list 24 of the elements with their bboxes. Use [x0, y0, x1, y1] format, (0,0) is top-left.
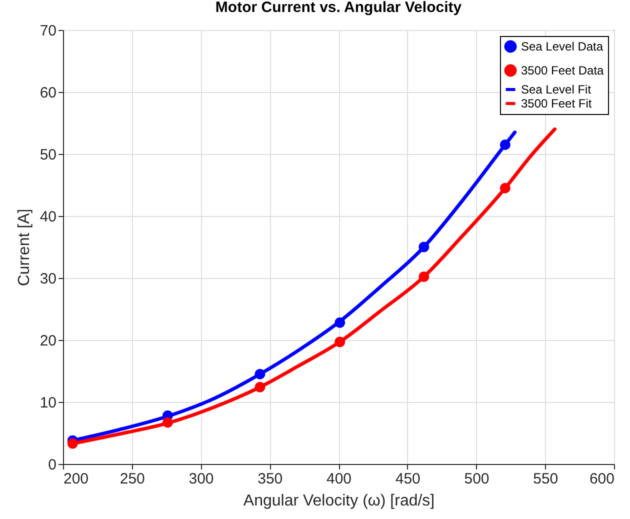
x-tick-label: 250	[120, 470, 145, 488]
x-tick-label: 350	[258, 470, 283, 488]
x-tick-label: 500	[464, 470, 490, 488]
x-tick-label: 300	[188, 470, 214, 488]
legend-label: Sea Level Data	[521, 40, 604, 54]
x-tick-label: 200	[64, 470, 89, 488]
x-axis-title: Angular Velocity (ω) [rad/s]	[243, 492, 435, 510]
y-tick-label: 20	[40, 332, 56, 350]
y-tick-label: 50	[40, 146, 56, 164]
y-tick-label: 0	[48, 456, 56, 474]
x-tick-label: 550	[533, 470, 558, 488]
x-tick-label: 600	[589, 470, 614, 488]
legend-label: 3500 Feet Fit	[521, 96, 592, 110]
chart-title: Motor Current vs. Angular Velocity	[215, 0, 462, 16]
y-tick-label: 30	[40, 270, 56, 288]
y-tick-label: 40	[40, 208, 56, 226]
y-tick-label: 70	[40, 22, 56, 40]
y-tick-label: 60	[40, 84, 56, 102]
legend-label: 3500 Feet Data	[521, 64, 604, 78]
x-tick-label: 450	[395, 470, 420, 488]
legend-label: Sea Level Fit	[521, 82, 592, 96]
x-tick-label: 400	[326, 470, 352, 488]
y-tick-label: 10	[40, 394, 56, 412]
y-axis-title: Current [A]	[16, 208, 33, 286]
